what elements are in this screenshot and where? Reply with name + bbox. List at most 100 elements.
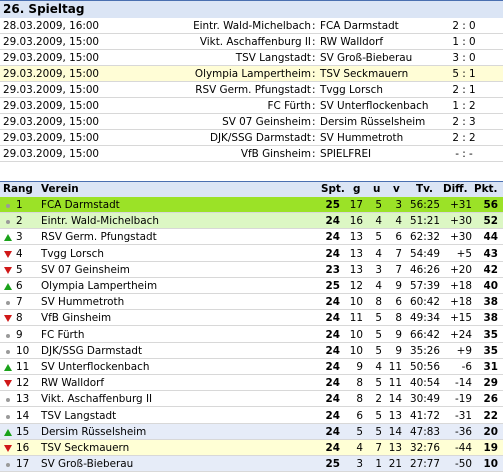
matchday-header: 26. Spieltag: [0, 0, 503, 18]
table-row[interactable]: 11 SV Unterflockenbach 24 9 4 11 50:56 -6 31: [0, 359, 503, 375]
table-row[interactable]: 10 DJK/SSG Darmstadt 24 10 5 9 35:26 +9 35: [0, 342, 503, 359]
team-name[interactable]: SV Hummetroth: [41, 296, 125, 309]
table-row[interactable]: 13 Vikt. Aschaffenburg II 24 8 2 14 30:49 -19 26: [0, 391, 503, 408]
wins: 8: [356, 393, 363, 406]
table-row[interactable]: 3 RSV Germ. Pfungstadt 24 13 5 6 62:32 +30 44: [0, 229, 503, 246]
team-name[interactable]: SV Groß-Bieberau: [41, 458, 134, 471]
table-row[interactable]: 6 Olympia Lampertheim 25 12 4 9 57:39 +18 40: [0, 278, 503, 294]
match-row[interactable]: 29.03.2009, 15:00 RSV Germ. Pfungstadt: Tv…: [0, 82, 503, 98]
wins: 10: [349, 344, 363, 357]
table-row[interactable]: 15 Dersim Rüsselsheim 24 5 5 14 47:83 -36 20: [0, 423, 503, 440]
points: 42: [483, 263, 498, 276]
losses: 11: [388, 377, 402, 390]
team-name[interactable]: DJK/SSG Darmstadt: [41, 344, 143, 357]
match-row[interactable]: 29.03.2009, 15:00 DJK/SSG Darmstadt: SV Hu…: [0, 130, 503, 146]
standings-header: Rang Verein Spt. g u v Tv. Diff. Pkt.: [0, 181, 503, 197]
draws: 4: [375, 247, 382, 260]
draws: 8: [375, 296, 382, 309]
match-away-team[interactable]: RW Walldorf: [320, 36, 384, 48]
table-row[interactable]: 1 FCA Darmstadt 25 17 5 3 56:25 +31 56: [0, 197, 503, 213]
played: 24: [325, 442, 340, 454]
match-home-team[interactable]: TSV Langstadt: [235, 52, 311, 64]
table-row[interactable]: 9 FC Fürth 24 10 5 9 66:42 +24 35: [0, 326, 503, 343]
team-name[interactable]: Eintr. Wald-Michelbach: [41, 215, 159, 228]
match-away-team[interactable]: Tvgg Lorsch: [320, 84, 383, 96]
team-name[interactable]: FC Fürth: [41, 328, 85, 341]
wins: 11: [349, 312, 363, 325]
table-row[interactable]: 7 SV Hummetroth 24 10 8 6 60:42 +18 38: [0, 294, 503, 311]
match-score: 2 : 0: [452, 20, 476, 32]
match-home-team[interactable]: VfB Ginsheim: [240, 148, 311, 160]
team-name[interactable]: TSV Langstadt: [41, 409, 117, 422]
table-row[interactable]: 14 TSV Langstadt 24 6 5 13 41:72 -31 22: [0, 407, 503, 424]
trend-shape: [4, 364, 12, 371]
match-away-team[interactable]: SV Groß-Bieberau: [320, 52, 413, 64]
match-home-team[interactable]: Vikt. Aschaffenburg II: [199, 36, 311, 48]
match-away-team[interactable]: TSV Seckmauern: [320, 68, 409, 80]
rank: 10: [16, 344, 30, 357]
goal-diff: +24: [450, 328, 472, 341]
draws: 5: [375, 377, 382, 390]
match-score: - : -: [455, 148, 473, 160]
goals: 50:56: [410, 361, 440, 373]
match-home-team[interactable]: RSV Germ. Pfungstadt: [195, 84, 311, 96]
match-away-team[interactable]: SPIELFREI: [320, 148, 372, 160]
played: 25: [325, 280, 340, 292]
match-separator: :: [312, 100, 316, 112]
rank: 3: [16, 231, 23, 244]
trend-shape: [4, 428, 12, 436]
match-row[interactable]: 29.03.2009, 15:00 SV 07 Geinsheim: Dersim …: [0, 114, 503, 130]
team-name[interactable]: SV 07 Geinsheim: [41, 263, 130, 276]
losses: 7: [395, 247, 402, 260]
team-name[interactable]: Dersim Rüsselsheim: [41, 425, 147, 438]
losses: 6: [395, 231, 402, 244]
table-row[interactable]: 12 RW Walldorf 24 8 5 11 40:54 -14 29: [0, 375, 503, 392]
trend-same-icon: [4, 391, 13, 407]
goal-diff: -19: [455, 393, 472, 406]
table-row[interactable]: 16 TSV Seckmauern 24 4 7 13 32:76 -44 19: [0, 440, 503, 456]
team-name[interactable]: RW Walldorf: [41, 377, 105, 390]
team-name[interactable]: SV Unterflockenbach: [41, 361, 150, 373]
losses: 6: [395, 296, 402, 309]
played: 24: [325, 312, 340, 325]
played: 24: [325, 393, 340, 406]
match-away-team[interactable]: Dersim Rüsselsheim: [320, 116, 426, 128]
match-home-team[interactable]: Eintr. Wald-Michelbach: [193, 20, 311, 32]
match-row[interactable]: 29.03.2009, 15:00 Vikt. Aschaffenburg II:…: [0, 34, 503, 50]
match-home-team[interactable]: FC Fürth: [267, 100, 311, 112]
match-home-team[interactable]: Olympia Lampertheim: [194, 68, 311, 80]
team-name[interactable]: Vikt. Aschaffenburg II: [41, 393, 153, 406]
trend-shape: [6, 333, 10, 338]
match-away-team[interactable]: SV Hummetroth: [320, 132, 404, 144]
trend-same-icon: [4, 456, 13, 472]
match-home-team[interactable]: DJK/SSG Darmstadt: [209, 132, 311, 144]
played: 24: [325, 377, 340, 390]
match-row[interactable]: 29.03.2009, 15:00 TSV Langstadt: SV Groß-B…: [0, 50, 503, 66]
goal-diff: -44: [455, 442, 472, 454]
match-home-team[interactable]: SV 07 Geinsheim: [222, 116, 311, 128]
table-row[interactable]: 4 Tvgg Lorsch 24 13 4 7 54:49 +5 43: [0, 245, 503, 262]
trend-shape: [4, 283, 12, 290]
match-row[interactable]: 28.03.2009, 16:00 Eintr. Wald-Michelbach:…: [0, 18, 503, 34]
table-row[interactable]: 17 SV Groß-Bieberau 25 3 1 21 27:77 -50 10: [0, 456, 503, 472]
team-name[interactable]: TSV Seckmauern: [41, 442, 130, 454]
team-name[interactable]: FCA Darmstadt: [41, 199, 120, 211]
team-name[interactable]: RSV Germ. Pfungstadt: [41, 231, 157, 244]
match-row[interactable]: 29.03.2009, 15:00 Olympia Lampertheim: TSV…: [0, 66, 503, 82]
trend-up-icon: [4, 359, 13, 375]
team-name[interactable]: Tvgg Lorsch: [41, 247, 104, 260]
col-g: g: [353, 183, 361, 195]
match-row[interactable]: 29.03.2009, 15:00 VfB Ginsheim: SPIELFREI -…: [0, 146, 503, 162]
team-name[interactable]: VfB Ginsheim: [41, 312, 112, 325]
rank: 1: [16, 199, 23, 211]
trend-shape: [4, 250, 12, 258]
match-away-team[interactable]: SV Unterflockenbach: [320, 100, 429, 112]
match-row[interactable]: 29.03.2009, 15:00 FC Fürth: SV Unterflocke…: [0, 98, 503, 114]
match-separator: :: [312, 20, 316, 32]
table-row[interactable]: 2 Eintr. Wald-Michelbach 24 16 4 4 51:21 +30 52: [0, 213, 503, 230]
table-row[interactable]: 8 VfB Ginsheim 24 11 5 8 49:34 +15 38: [0, 310, 503, 327]
wins: 8: [356, 377, 363, 390]
match-away-team[interactable]: FCA Darmstadt: [320, 20, 399, 32]
table-row[interactable]: 5 SV 07 Geinsheim 23 13 3 7 46:26 +20 42: [0, 261, 503, 278]
team-name[interactable]: Olympia Lampertheim: [41, 280, 158, 292]
